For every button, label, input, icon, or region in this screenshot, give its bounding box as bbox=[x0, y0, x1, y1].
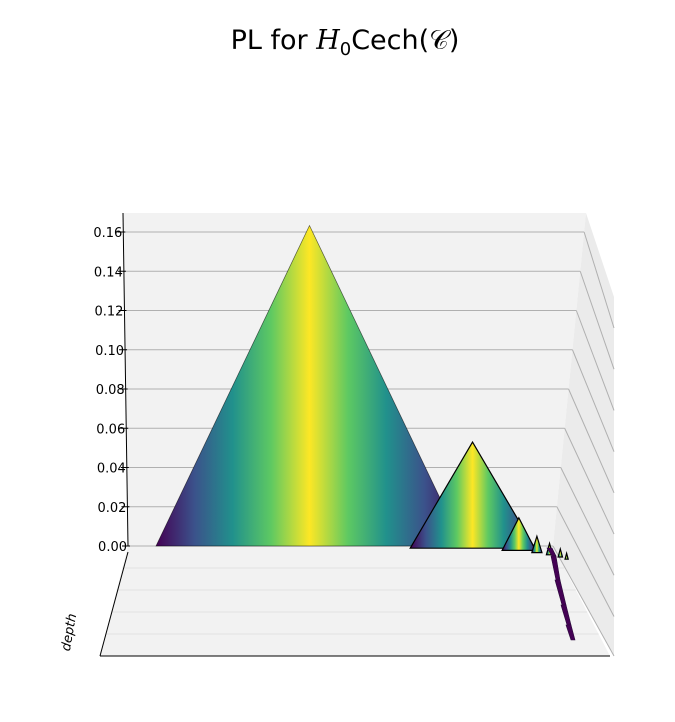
landscape-layer-2 bbox=[409, 440, 536, 549]
gridline-side bbox=[552, 545, 615, 657]
landscape-layer-6 bbox=[557, 546, 564, 558]
z-axis-label: depth bbox=[59, 612, 80, 652]
z-tick-label: 0.02 bbox=[97, 501, 126, 516]
landscape-tail bbox=[546, 547, 576, 641]
landscape-tail-segment bbox=[565, 624, 576, 641]
landscape-layer-1 bbox=[155, 224, 464, 547]
z-tick-label: 0.08 bbox=[96, 383, 125, 398]
gridline-side bbox=[568, 388, 615, 494]
z-tick-label: 0.12 bbox=[95, 305, 124, 320]
z-ticks: 0.00 0.02 0.04 0.06 0.08 0.10 0.12 0.14 0.16 bbox=[93, 226, 130, 555]
floor-pane bbox=[100, 546, 610, 656]
gridline-side bbox=[579, 271, 615, 370]
landscape-layer-4 bbox=[531, 534, 543, 554]
z-tick-label: 0.10 bbox=[95, 344, 124, 359]
landscape-layer-3 bbox=[501, 516, 537, 552]
z-axis-line bbox=[122, 212, 129, 547]
floor-gridlines bbox=[105, 567, 599, 635]
z-tick-label: 0.04 bbox=[97, 462, 126, 477]
gridline-side bbox=[583, 231, 615, 329]
gridline-side bbox=[564, 428, 615, 535]
chart-title: PL for H0Cech(𝒞) bbox=[231, 25, 460, 60]
landscape-layer-7 bbox=[564, 551, 569, 560]
gridline-side bbox=[575, 310, 615, 411]
depth-axis-line bbox=[99, 551, 129, 657]
z-tick-label: 0.14 bbox=[94, 265, 123, 280]
z-tick-label: 0.06 bbox=[96, 422, 125, 437]
gridline-side bbox=[560, 467, 615, 576]
gridline-side bbox=[556, 506, 615, 617]
z-tick-label: 0.16 bbox=[93, 226, 122, 241]
gridline-side bbox=[571, 349, 615, 452]
z-tick-label: 0.00 bbox=[98, 540, 127, 555]
